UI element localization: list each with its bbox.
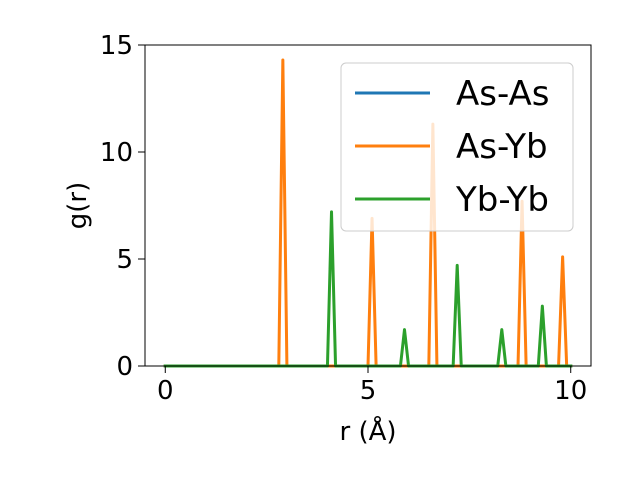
legend-box [340, 62, 574, 232]
legend-label-as-yb: As-Yb [456, 127, 548, 167]
axes-layer: 0 5 10 0 5 10 15 [100, 31, 587, 406]
y-tick-label: 10 [100, 138, 133, 168]
x-tick-label: 0 [157, 376, 174, 406]
series-line-yb-yb [163, 210, 573, 368]
legend-label-yb-yb: Yb-Yb [455, 180, 549, 220]
legend-label-as-as: As-As [456, 74, 549, 114]
legend: As-As As-Yb Yb-Yb [340, 62, 574, 232]
x-tick-label: 10 [554, 376, 587, 406]
y-tick-label: 15 [100, 31, 133, 61]
y-axis-label: g(r) [63, 182, 93, 229]
y-tick-label: 5 [116, 245, 133, 275]
x-tick-label: 5 [360, 376, 377, 406]
x-axis-label: r (Å) [339, 415, 396, 447]
y-tick-label: 0 [116, 352, 133, 382]
